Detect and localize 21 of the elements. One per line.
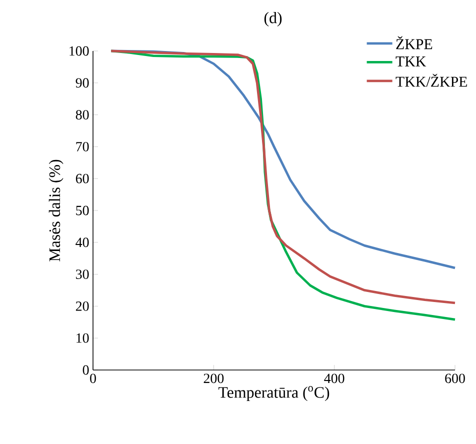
legend-label: TKK/ŽKPE: [396, 74, 467, 87]
x-tick-label: 400: [324, 374, 344, 384]
y-tick-label: 20: [76, 301, 89, 311]
y-tick-label: 30: [76, 270, 89, 279]
y-tick-label: 80: [76, 110, 89, 120]
y-tick-label: 70: [76, 142, 89, 152]
x-axis-title: Temperatūra ($^{o}$C): [218, 386, 330, 402]
y-tick-label: 60: [76, 174, 89, 184]
y-tick-label: 90: [76, 78, 89, 88]
chart-title: (d): [264, 12, 282, 26]
legend-label: ŽKPE: [396, 36, 432, 50]
x-tick-label: 200: [204, 374, 224, 384]
legend-label: TKK: [396, 56, 426, 66]
y-tick-label: 40: [76, 238, 89, 248]
y-tick-label: 10: [76, 333, 89, 343]
y-axis-title: Masės dalis (%): [48, 160, 64, 262]
y-tick-label: 100: [70, 46, 89, 56]
x-tick-label: 600: [445, 374, 465, 384]
y-tick-label: 50: [76, 206, 89, 216]
y-tick-label: 0: [82, 365, 89, 375]
x-tick-label: 0: [90, 374, 96, 384]
